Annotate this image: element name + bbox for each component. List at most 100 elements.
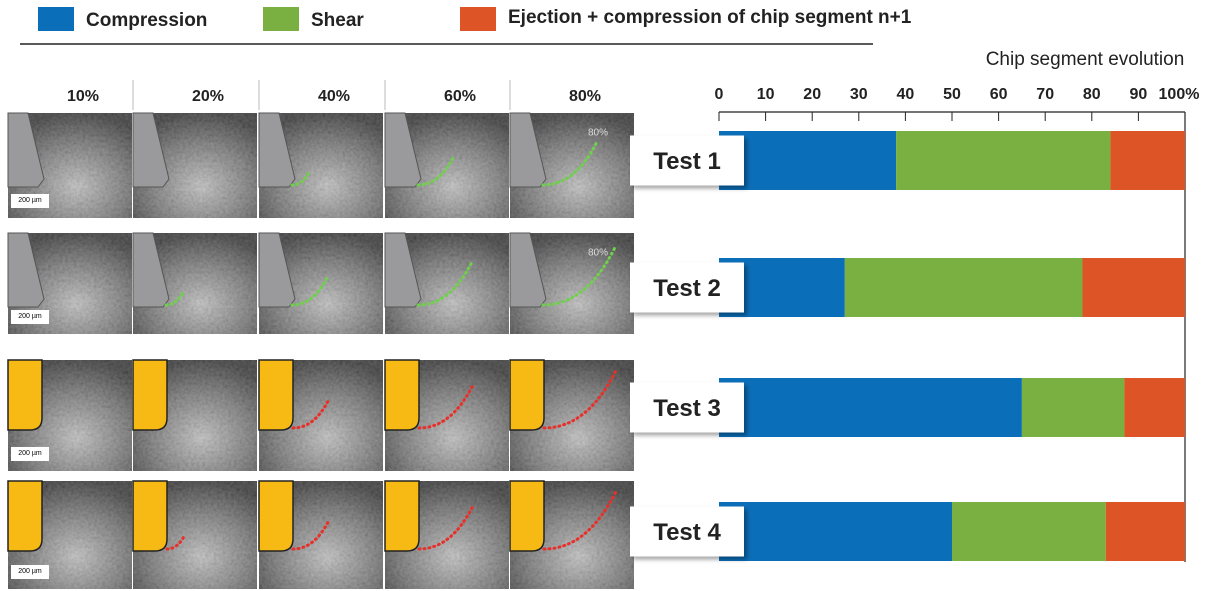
scale-box	[11, 194, 49, 208]
scale-box	[11, 447, 49, 461]
tool	[258, 359, 294, 431]
column-label: 10%	[67, 88, 99, 105]
overlay-label: 80%	[588, 248, 608, 259]
image-panel	[384, 359, 509, 471]
tool	[258, 480, 294, 552]
tool	[7, 359, 43, 431]
category-box	[630, 382, 744, 433]
shear-band	[164, 289, 186, 307]
tool	[509, 112, 547, 188]
image-panel	[132, 232, 257, 334]
x-tick-label: 80	[1083, 86, 1101, 103]
x-tick-label: 90	[1130, 86, 1148, 103]
legend-swatch	[263, 7, 299, 31]
shear-band	[291, 397, 331, 430]
scale-box	[11, 565, 49, 579]
tool	[7, 480, 43, 552]
tool	[7, 232, 45, 308]
category-label: Test 1	[653, 148, 721, 175]
x-tick-label: 20	[803, 86, 821, 103]
shear-band	[417, 383, 475, 430]
shear-band	[417, 504, 475, 551]
x-tick-label: 100%	[1159, 86, 1200, 103]
x-tick-label: 50	[943, 86, 961, 103]
column-label: 20%	[192, 88, 224, 105]
shear-band	[291, 518, 331, 551]
tool	[509, 359, 545, 431]
bar-segment	[719, 378, 1022, 437]
chart-title: Chip segment evolution	[986, 49, 1185, 70]
legend-swatch	[38, 7, 74, 31]
image-panel	[132, 359, 257, 471]
shear-band	[541, 140, 599, 187]
tool	[7, 112, 45, 188]
x-tick-label: 70	[1036, 86, 1054, 103]
image-panel	[509, 112, 634, 218]
bar-segment	[896, 131, 1111, 190]
scale-label: 200 µm	[18, 197, 42, 204]
shear-band	[416, 260, 474, 307]
image-panel	[7, 359, 132, 471]
image-panel	[384, 112, 509, 218]
shear-band	[542, 489, 618, 551]
x-tick-label: 0	[715, 86, 724, 103]
category-label: Test 2	[653, 275, 721, 302]
bar-segment	[952, 502, 1106, 561]
scale-box	[11, 310, 49, 324]
image-panel	[258, 112, 383, 218]
column-label: 40%	[318, 88, 350, 105]
image-panel	[258, 480, 383, 589]
tool	[384, 232, 422, 308]
legend-label: Compression	[86, 10, 207, 31]
image-panel	[7, 480, 132, 589]
category-label: Test 3	[653, 395, 721, 422]
x-tick-label: 10	[757, 86, 775, 103]
tool	[258, 232, 296, 308]
image-panel	[509, 480, 634, 589]
scale-label: 200 µm	[18, 450, 42, 457]
image-panel	[384, 232, 509, 334]
x-tick-label: 40	[897, 86, 915, 103]
tool	[384, 359, 420, 431]
image-panel	[509, 359, 634, 471]
legend-swatch	[460, 7, 496, 31]
category-box	[630, 262, 744, 313]
tool	[132, 232, 170, 308]
category-label: Test 4	[653, 519, 721, 546]
tool	[132, 359, 168, 431]
tool	[384, 480, 420, 552]
bar-segment	[719, 502, 952, 561]
shear-band	[416, 154, 456, 187]
image-panel	[509, 232, 634, 334]
category-box	[630, 506, 744, 557]
bar-segment	[1021, 378, 1125, 437]
shear-band	[542, 368, 618, 430]
bar-segment	[844, 258, 1083, 317]
bar-segment	[1082, 258, 1185, 317]
image-panel	[258, 232, 383, 334]
legend-label: Ejection + compression of chip segment n…	[508, 7, 912, 28]
scale-label: 200 µm	[18, 568, 42, 575]
column-label: 80%	[569, 88, 601, 105]
shear-band	[541, 245, 617, 307]
image-panel	[7, 232, 132, 334]
x-tick-label: 60	[990, 86, 1008, 103]
tool	[509, 232, 547, 308]
legend-label: Shear	[311, 10, 364, 31]
tool	[384, 112, 422, 188]
bar-segment	[1124, 378, 1185, 437]
bar-segment	[1110, 131, 1185, 190]
category-box	[630, 135, 744, 186]
column-label: 60%	[444, 88, 476, 105]
overlay-label: 80%	[588, 128, 608, 139]
image-panel	[132, 480, 257, 589]
bar-segment	[1105, 502, 1185, 561]
tool	[258, 112, 296, 188]
tool	[132, 480, 168, 552]
shear-band	[290, 169, 312, 187]
x-tick-label: 30	[850, 86, 868, 103]
shear-band	[290, 274, 330, 307]
tool	[509, 480, 545, 552]
scale-label: 200 µm	[18, 313, 42, 320]
